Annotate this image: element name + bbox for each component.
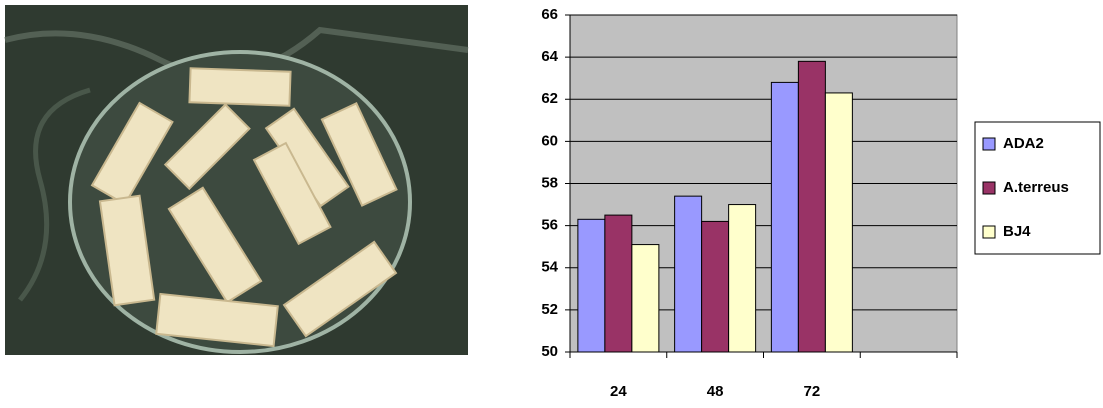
bar: [578, 219, 605, 352]
y-tick-label: 60: [541, 132, 558, 149]
bar: [702, 221, 729, 352]
bar: [825, 93, 852, 352]
y-tick-label: 66: [541, 6, 558, 23]
bundle: [189, 68, 290, 105]
y-tick-label: 50: [541, 343, 558, 360]
bar: [675, 196, 702, 352]
y-tick-label: 62: [541, 90, 558, 107]
bar: [798, 61, 825, 352]
legend-label: A.terreus: [1003, 179, 1069, 196]
x-tick-label: 48: [707, 383, 724, 400]
photo: [5, 5, 468, 355]
y-tick-label: 54: [541, 259, 558, 276]
legend-swatch: [983, 138, 995, 150]
y-tick-label: 58: [541, 174, 558, 191]
y-tick-label: 64: [541, 48, 558, 65]
chart: 50 52 54 56 58 60 62 64 66 24 48 72 ADA2 A.terreus BJ4: [541, 6, 1100, 400]
bar: [729, 205, 756, 352]
page: 50 52 54 56 58 60 62 64 66 24 48 72 ADA2 A.terreus BJ4: [0, 0, 1103, 403]
legend-swatch: [983, 226, 995, 238]
x-tick-label: 72: [804, 383, 821, 400]
legend-label: BJ4: [1003, 223, 1031, 240]
bar: [771, 82, 798, 352]
legend-label: ADA2: [1003, 135, 1044, 152]
bar: [605, 215, 632, 352]
x-tick-label: 24: [610, 383, 627, 400]
bar: [632, 245, 659, 352]
legend-swatch: [983, 182, 995, 194]
y-tick-label: 56: [541, 217, 558, 234]
y-tick-label: 52: [541, 301, 558, 318]
